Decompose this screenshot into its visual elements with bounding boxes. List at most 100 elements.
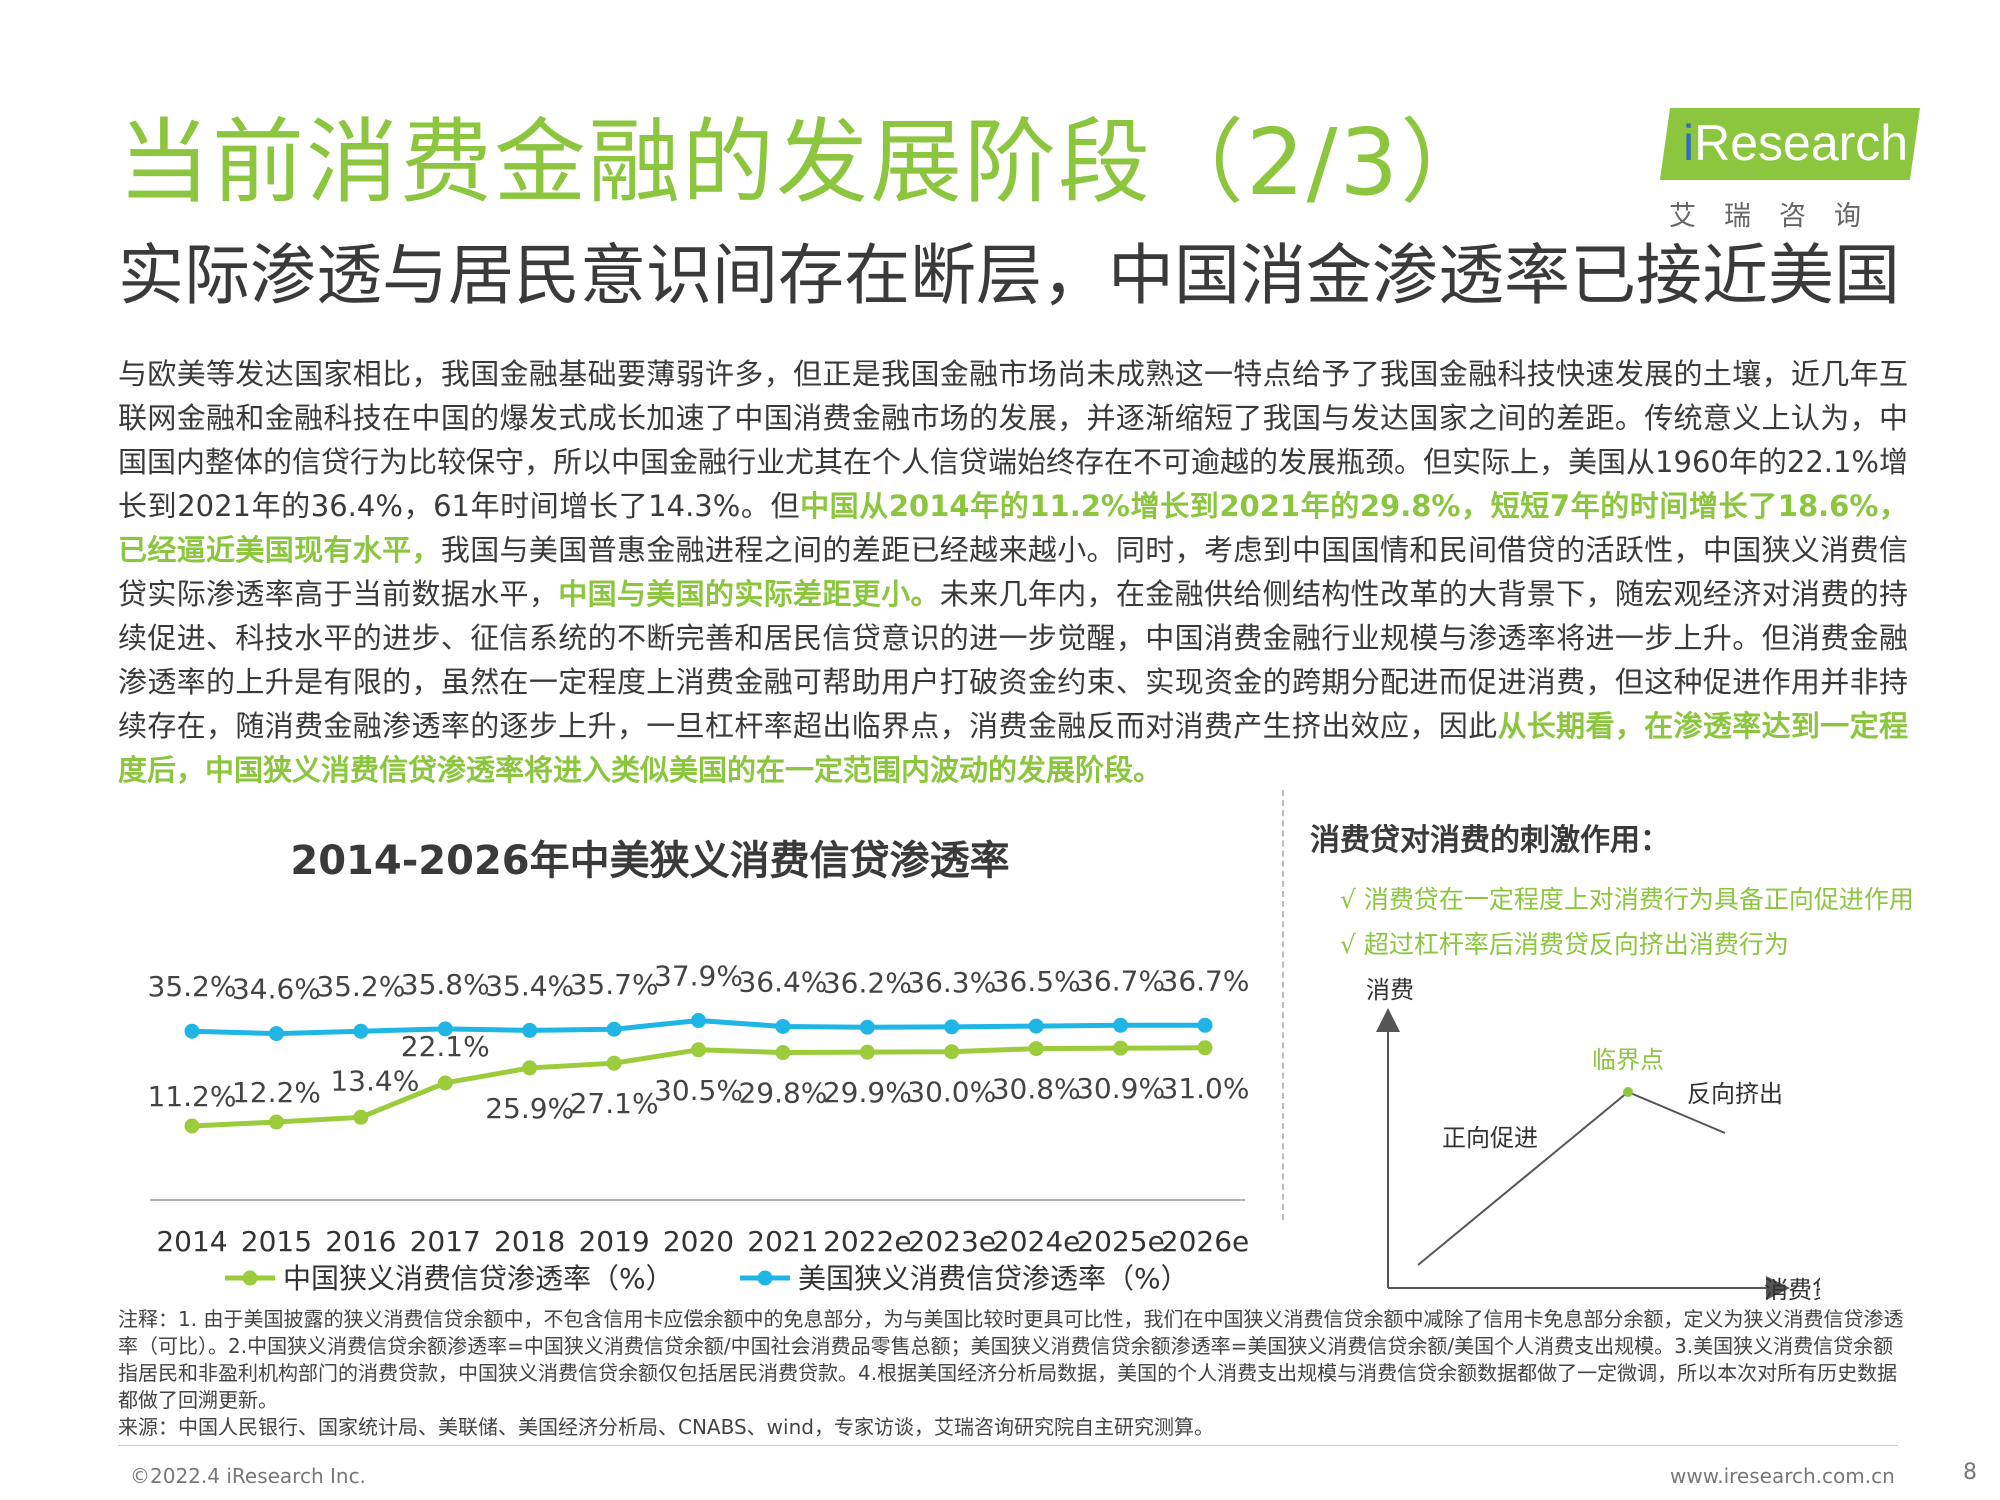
cn-data-label: 25.9% — [485, 1092, 574, 1125]
y-axis-label: 消费 — [1366, 976, 1414, 1004]
us-data-label: 35.8% — [401, 968, 490, 1001]
us-data-label: 36.2% — [823, 966, 912, 999]
us-data-point — [353, 1023, 369, 1039]
penetration-line-chart: 2014 2015 2016 2017 2018 2019 2020 2021 2022e202… — [148, 960, 1250, 1295]
side-title: 消费贷对消费的刺激作用： — [1310, 823, 1670, 858]
cn-data-label: 27.1% — [570, 1087, 659, 1120]
x-tick-label: 2017 — [410, 1225, 481, 1258]
source-text: 来源：中国人民银行、国家统计局、美联储、美国经济分析局、CNABS、wind，专… — [118, 1415, 1214, 1439]
x-tick-label: 2023e — [908, 1225, 996, 1258]
cn-data-point — [1113, 1040, 1129, 1056]
x-tick-label: 2015 — [241, 1225, 312, 1258]
cn-data-point — [522, 1060, 538, 1076]
cn-data-point — [268, 1114, 284, 1130]
cn-legend-label: 中国狭义消费信贷渗透率（%） — [283, 1262, 674, 1295]
cn-data-point — [184, 1118, 200, 1134]
critical-point-marker — [1623, 1087, 1633, 1097]
body-text-3: 未来几年内，在金融供给侧结构性改革的大背景下，随宏观经济对消费的持续促进、科技水… — [118, 577, 1908, 743]
negative-line — [1627, 1091, 1726, 1134]
cn-data-point — [1028, 1041, 1044, 1057]
logo-cn-text: 艾瑞咨询 — [1669, 201, 1889, 232]
page-number: 8 — [1963, 1460, 1977, 1485]
us-data-point — [1028, 1018, 1044, 1034]
copyright: ©2022.4 iResearch Inc. — [130, 1464, 366, 1488]
us-data-label: 36.5% — [992, 965, 1081, 998]
cn-data-label: 31.0% — [1161, 1072, 1250, 1105]
side-check-2: √ 超过杠杆率后消费贷反向挤出消费行为 — [1340, 930, 1789, 959]
us-data-point — [775, 1018, 791, 1034]
body-paragraph: 与欧美等发达国家相比，我国金融基础要薄弱许多，但正是我国金融市场尚未成熟这一特点… — [118, 352, 1908, 792]
us-data-point — [691, 1013, 706, 1029]
us-data-label: 35.4% — [485, 969, 574, 1002]
notes-text: 注释：1. 由于美国披露的狭义消费信贷余额中，不包含信用卡应偿余额中的免息部分，… — [118, 1307, 1904, 1412]
us-data-point — [606, 1021, 622, 1037]
body-highlight-1: 中国从2014年的11.2%增长到2021年的29.8%，短短7年的时间增长了1… — [118, 489, 1908, 567]
us-data-point — [1113, 1017, 1129, 1033]
website-link[interactable]: www.iresearch.com.cn — [1670, 1464, 1895, 1488]
section-divider — [1282, 790, 1284, 1220]
body-highlight-2: 中国与美国的实际差距更小。 — [558, 577, 940, 611]
x-tick-label: 2016 — [325, 1225, 396, 1258]
logo-wordmark: iResearch — [1683, 114, 1908, 172]
leverage-diagram: 消费 消费贷 临界点 正向促进 反向挤出 — [1366, 976, 1820, 1300]
cn-data-label: 13.4% — [330, 1064, 419, 1097]
x-tick-label: 2020 — [663, 1225, 734, 1258]
cn-data-point — [775, 1045, 791, 1061]
us-data-point — [522, 1022, 538, 1038]
us-data-label: 36.4% — [738, 965, 827, 998]
logo-i: i — [1683, 115, 1695, 171]
us-legend-swatch-dot — [757, 1270, 773, 1286]
negative-label: 反向挤出 — [1687, 1080, 1783, 1108]
cn-data-point — [353, 1109, 369, 1125]
body-text-1: 与欧美等发达国家相比，我国金融基础要薄弱许多，但正是我国金融市场尚未成熟这一特点… — [118, 357, 1908, 523]
notes-block: 注释：1. 由于美国披露的狭义消费信贷余额中，不包含信用卡应偿余额中的免息部分，… — [118, 1306, 1908, 1441]
us-data-label: 35.7% — [570, 968, 659, 1001]
x-tick-label: 2025e — [1076, 1225, 1164, 1258]
positive-line — [1417, 1091, 1629, 1266]
us-data-label: 35.2% — [316, 970, 405, 1003]
x-tick-label: 2019 — [578, 1225, 649, 1258]
us-data-point — [184, 1023, 200, 1039]
x-tick-label: 2014 — [156, 1225, 227, 1258]
x-tick-label: 2024e — [992, 1225, 1080, 1258]
x-axis-label: 消费贷 — [1764, 1276, 1820, 1300]
page-subtitle: 实际渗透与居民意识间存在断层，中国消金渗透率已接近美国 — [118, 237, 1900, 314]
cn-data-point — [691, 1042, 706, 1058]
cn-data-point — [606, 1055, 622, 1071]
cn-data-label: 30.5% — [654, 1074, 743, 1107]
side-check-1: √ 消费贷在一定程度上对消费行为具备正向促进作用 — [1340, 885, 1914, 914]
cn-data-label: 30.9% — [1076, 1072, 1165, 1105]
logo-research: Research — [1694, 115, 1909, 171]
us-data-point — [944, 1019, 960, 1035]
page-title: 当前消费金融的发展阶段（2/3） — [118, 109, 1495, 216]
us-data-label: 36.7% — [1076, 964, 1165, 997]
cn-data-label: 29.8% — [738, 1077, 827, 1110]
cn-data-label: 22.1% — [401, 1030, 490, 1063]
x-tick-label: 2026e — [1161, 1225, 1249, 1258]
footer-divider — [118, 1445, 1898, 1446]
us-data-label: 36.3% — [907, 966, 996, 999]
us-legend-label: 美国狭义消费信贷渗透率（%） — [798, 1262, 1189, 1295]
us-data-label: 35.2% — [148, 970, 237, 1003]
us-data-point — [1197, 1017, 1213, 1033]
cn-legend-swatch-dot — [242, 1270, 258, 1286]
cn-data-point — [437, 1075, 453, 1091]
cn-data-label: 11.2% — [148, 1080, 237, 1113]
cn-data-point — [859, 1044, 875, 1060]
us-data-label: 37.9% — [654, 960, 743, 993]
iresearch-logo: iResearch 艾瑞咨询 — [1659, 108, 1921, 232]
x-tick-label: 2021 — [747, 1225, 818, 1258]
cn-data-point — [944, 1044, 960, 1060]
body-text-2: 我国与美国普惠金融进程之间的差距已经越来越小。同时，考虑到中国国情和民间借贷的活… — [118, 533, 1908, 611]
x-tick-label: 2018 — [494, 1225, 565, 1258]
positive-label: 正向促进 — [1442, 1124, 1538, 1152]
cn-data-label: 30.0% — [907, 1076, 996, 1109]
cn-data-label: 30.8% — [992, 1073, 1081, 1106]
us-data-point — [437, 1021, 453, 1037]
cn-data-label: 29.9% — [823, 1076, 912, 1109]
x-tick-label: 2022e — [823, 1225, 911, 1258]
us-data-point — [859, 1019, 875, 1035]
chart-title: 2014-2026年中美狭义消费信贷渗透率 — [290, 838, 1010, 884]
body-highlight-3: 从长期看，在渗透率达到一定程度后，中国狭义消费信贷渗透率将进入类似美国的在一定范… — [118, 709, 1908, 787]
critical-point-label: 临界点 — [1592, 1046, 1664, 1074]
